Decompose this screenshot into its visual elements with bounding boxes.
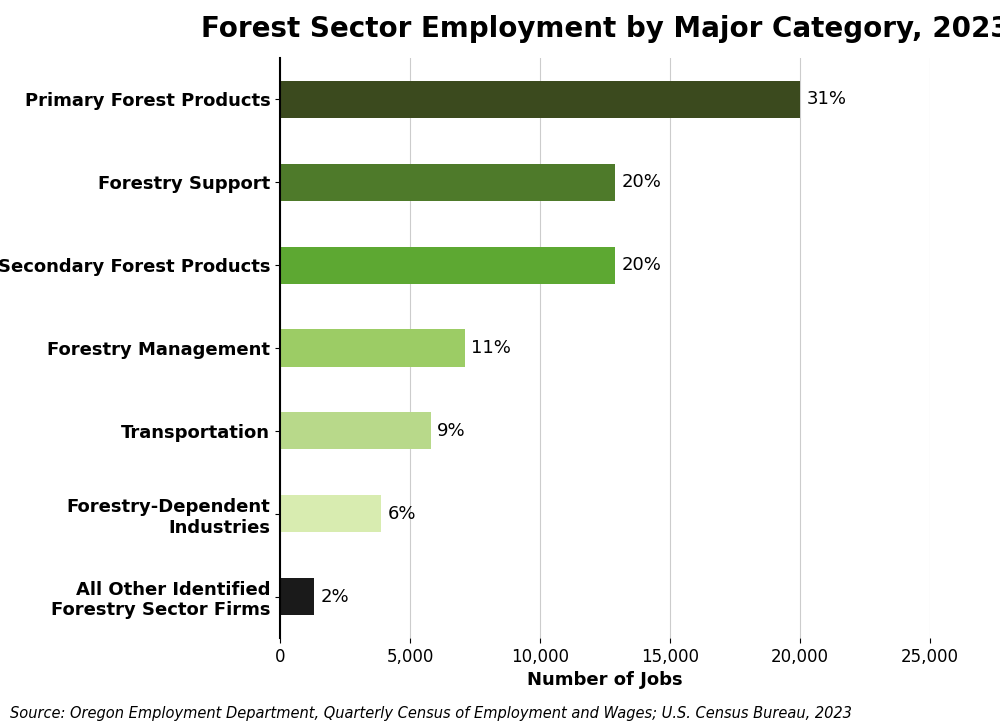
Text: 6%: 6% [388, 505, 416, 523]
Bar [280, 164, 615, 201]
X-axis label: Number of Jobs: Number of Jobs [527, 671, 683, 689]
Title: Forest Sector Employment by Major Category, 2023: Forest Sector Employment by Major Catego… [201, 15, 1000, 44]
Bar [280, 413, 431, 450]
Text: 20%: 20% [622, 173, 662, 191]
Bar [280, 578, 314, 616]
Text: 31%: 31% [806, 91, 846, 109]
Bar [280, 80, 800, 118]
Text: 11%: 11% [471, 339, 511, 357]
Text: 9%: 9% [437, 422, 466, 440]
Bar [280, 247, 615, 283]
Bar [280, 329, 465, 367]
Text: 2%: 2% [320, 587, 349, 605]
Bar [280, 495, 381, 532]
Text: Source: Oregon Employment Department, Quarterly Census of Employment and Wages; : Source: Oregon Employment Department, Qu… [10, 706, 852, 721]
Text: 20%: 20% [622, 256, 662, 274]
